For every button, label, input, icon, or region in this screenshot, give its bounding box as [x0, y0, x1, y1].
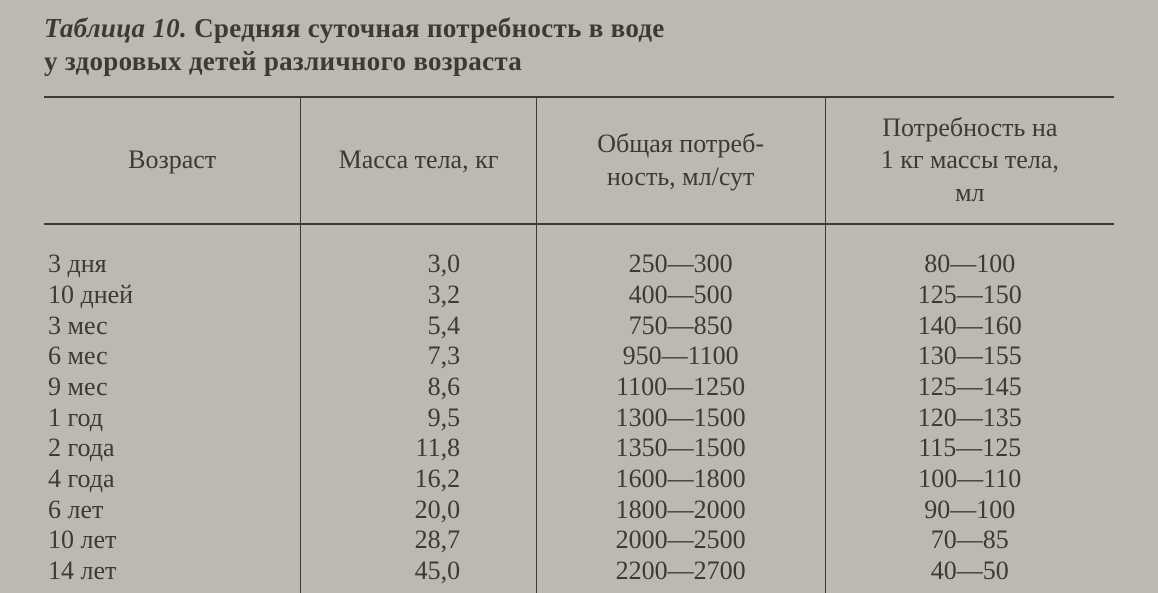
table-caption: Таблица 10. Средняя суточная потребность… — [44, 12, 1114, 78]
table-header-row: Возраст Масса тела, кг Общая потреб- нос… — [44, 97, 1114, 225]
table-title-line1: Средняя суточная потребность в воде — [194, 13, 665, 43]
cell-age: 3 мес — [44, 311, 301, 342]
cell-mass: 11,8 — [301, 433, 536, 464]
cell-per-kg: 115—125 — [825, 433, 1114, 464]
cell-per-kg: 125—145 — [825, 372, 1114, 403]
table-row: 2 года11,81350—1500115—125 — [44, 433, 1114, 464]
cell-age: 9 мес — [44, 372, 301, 403]
table-row: 6 лет20,01800—200090—100 — [44, 495, 1114, 526]
cell-total: 1600—1800 — [536, 464, 825, 495]
table-row: 3 мес5,4750—850140—160 — [44, 311, 1114, 342]
cell-per-kg: 80—100 — [825, 224, 1114, 280]
table-title-line2: у здоровых детей различного возраста — [44, 46, 522, 76]
cell-total: 950—1100 — [536, 341, 825, 372]
cell-total: 750—850 — [536, 311, 825, 342]
cell-per-kg: 120—135 — [825, 403, 1114, 434]
cell-mass: 9,5 — [301, 403, 536, 434]
cell-total: 250—300 — [536, 224, 825, 280]
cell-mass: 20,0 — [301, 495, 536, 526]
cell-mass: 45,0 — [301, 556, 536, 593]
table-row: 10 лет28,72000—250070—85 — [44, 525, 1114, 556]
col-header-perkg: Потребность на 1 кг массы тела, мл — [825, 97, 1114, 225]
cell-mass: 3,2 — [301, 280, 536, 311]
cell-age: 10 лет — [44, 525, 301, 556]
cell-total: 2200—2700 — [536, 556, 825, 593]
cell-per-kg: 90—100 — [825, 495, 1114, 526]
col-header-age: Возраст — [44, 97, 301, 225]
cell-per-kg: 125—150 — [825, 280, 1114, 311]
table-row: 9 мес8,61100—1250125—145 — [44, 372, 1114, 403]
table-row: 10 дней3,2400—500125—150 — [44, 280, 1114, 311]
cell-age: 6 лет — [44, 495, 301, 526]
col-header-perkg-l2: 1 кг массы тела, — [881, 145, 1059, 174]
cell-per-kg: 100—110 — [825, 464, 1114, 495]
cell-total: 1300—1500 — [536, 403, 825, 434]
cell-mass: 7,3 — [301, 341, 536, 372]
table-row: 14 лет45,02200—270040—50 — [44, 556, 1114, 593]
table-row: 3 дня3,0250—30080—100 — [44, 224, 1114, 280]
table-body: 3 дня3,0250—30080—10010 дней3,2400—50012… — [44, 224, 1114, 592]
cell-total: 2000—2500 — [536, 525, 825, 556]
cell-total: 1800—2000 — [536, 495, 825, 526]
cell-age: 6 мес — [44, 341, 301, 372]
cell-age: 10 дней — [44, 280, 301, 311]
col-header-total-l1: Общая потреб- — [597, 129, 764, 158]
cell-total: 1100—1250 — [536, 372, 825, 403]
col-header-mass: Масса тела, кг — [301, 97, 536, 225]
table-row: 1 год9,51300—1500120—135 — [44, 403, 1114, 434]
cell-mass: 28,7 — [301, 525, 536, 556]
cell-age: 1 год — [44, 403, 301, 434]
cell-total: 1350—1500 — [536, 433, 825, 464]
water-requirement-table: Возраст Масса тела, кг Общая потреб- нос… — [44, 96, 1114, 593]
col-header-perkg-l3: мл — [955, 178, 984, 207]
cell-per-kg: 40—50 — [825, 556, 1114, 593]
table-row: 4 года16,21600—1800100—110 — [44, 464, 1114, 495]
cell-total: 400—500 — [536, 280, 825, 311]
cell-mass: 5,4 — [301, 311, 536, 342]
cell-age: 14 лет — [44, 556, 301, 593]
cell-per-kg: 70—85 — [825, 525, 1114, 556]
cell-mass: 16,2 — [301, 464, 536, 495]
cell-age: 3 дня — [44, 224, 301, 280]
cell-age: 2 года — [44, 433, 301, 464]
cell-per-kg: 130—155 — [825, 341, 1114, 372]
cell-age: 4 года — [44, 464, 301, 495]
table-number: Таблица 10. — [44, 13, 187, 43]
col-header-total: Общая потреб- ность, мл/сут — [536, 97, 825, 225]
cell-per-kg: 140—160 — [825, 311, 1114, 342]
cell-mass: 3,0 — [301, 224, 536, 280]
table-row: 6 мес7,3950—1100130—155 — [44, 341, 1114, 372]
col-header-total-l2: ность, мл/сут — [607, 162, 755, 191]
cell-mass: 8,6 — [301, 372, 536, 403]
col-header-perkg-l1: Потребность на — [882, 113, 1057, 142]
